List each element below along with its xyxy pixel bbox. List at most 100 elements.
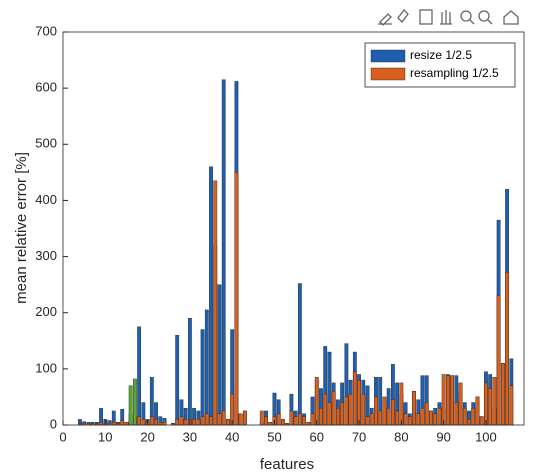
legend-swatch	[370, 49, 406, 63]
axes-box	[62, 31, 525, 426]
bar	[200, 416, 205, 426]
y-tick-label: 600	[35, 80, 57, 95]
bar	[259, 410, 264, 426]
x-tick-label: 100	[475, 429, 497, 444]
bar	[331, 391, 336, 426]
toolbar-icon[interactable]	[440, 10, 452, 25]
bar	[314, 377, 319, 426]
bar	[500, 363, 505, 426]
bar	[403, 413, 408, 426]
bar	[209, 166, 213, 426]
bar	[429, 410, 433, 426]
bar	[357, 379, 361, 426]
x-tick-label: 20	[140, 429, 154, 444]
bar	[352, 371, 357, 426]
bar	[390, 399, 395, 426]
bar	[221, 79, 226, 426]
bar	[467, 419, 471, 426]
bar	[204, 413, 209, 426]
y-tick-label: 0	[50, 416, 57, 431]
bar	[204, 309, 209, 426]
bar	[462, 407, 467, 426]
y-tick-label: 100	[35, 360, 57, 375]
y-tick-label: 300	[35, 248, 57, 263]
bar	[496, 295, 501, 426]
toolbar-icon[interactable]	[378, 13, 392, 26]
bar	[450, 375, 454, 426]
toolbar-icon[interactable]	[419, 9, 433, 25]
bar	[226, 419, 230, 426]
toolbar-icon[interactable]	[460, 10, 472, 22]
bar	[111, 421, 116, 426]
bar	[386, 407, 391, 426]
y-tick-label: 500	[35, 136, 57, 151]
bar	[120, 420, 125, 426]
bar	[289, 410, 294, 426]
bar	[441, 374, 446, 426]
bar	[200, 329, 205, 426]
bar	[137, 416, 142, 426]
y-tick-label: 400	[35, 192, 57, 207]
toolbar-icon[interactable]	[478, 10, 490, 22]
bar	[509, 385, 514, 426]
y-tick-label: 200	[35, 304, 57, 319]
bar	[209, 416, 213, 426]
bar	[488, 388, 493, 426]
bar	[187, 318, 192, 426]
bar	[416, 413, 421, 426]
bar	[242, 410, 247, 426]
bar	[175, 334, 180, 426]
bar	[179, 416, 184, 426]
bar	[297, 283, 302, 426]
bar	[217, 413, 222, 426]
y-tick-label: 700	[35, 23, 57, 38]
bar	[437, 407, 442, 426]
bar	[217, 284, 222, 426]
bar	[407, 416, 412, 426]
bar	[378, 410, 383, 426]
bar	[175, 419, 180, 426]
bar	[124, 421, 129, 426]
bar	[344, 396, 349, 426]
bar	[374, 396, 378, 426]
bar	[234, 172, 239, 426]
bar	[471, 407, 476, 426]
bar	[382, 396, 387, 426]
bar	[302, 416, 306, 426]
legend-label: resampling 1/2.5	[410, 66, 499, 80]
y-axis-label: mean relative error [%]	[13, 152, 30, 304]
bar	[276, 413, 281, 426]
toolbar[interactable]	[378, 9, 519, 26]
bar	[458, 382, 463, 426]
bar	[141, 419, 146, 426]
bar	[293, 416, 298, 426]
bar	[420, 407, 425, 426]
toolbar-icon[interactable]	[469, 19, 475, 25]
legend-label: resize 1/2.5	[410, 48, 472, 62]
toolbar-icon[interactable]	[487, 19, 493, 25]
x-tick-label: 80	[394, 429, 408, 444]
bar	[281, 419, 285, 426]
x-tick-label: 70	[352, 429, 366, 444]
bar	[238, 413, 243, 426]
bar	[306, 421, 311, 426]
bar	[323, 393, 328, 426]
bar	[365, 416, 370, 426]
bar	[484, 382, 488, 426]
x-tick-label: 0	[59, 429, 66, 444]
bar	[340, 402, 345, 426]
bar	[310, 413, 315, 426]
bar	[433, 413, 438, 426]
bar	[479, 416, 484, 426]
x-tick-label: 90	[436, 429, 450, 444]
bar	[221, 410, 226, 426]
bar	[264, 416, 268, 426]
bar	[196, 419, 201, 426]
toolbar-icon[interactable]	[397, 9, 409, 23]
bar	[327, 402, 332, 426]
toolbar-icon[interactable]	[503, 10, 519, 25]
x-tick-label: 60	[310, 429, 324, 444]
bar	[399, 382, 404, 426]
